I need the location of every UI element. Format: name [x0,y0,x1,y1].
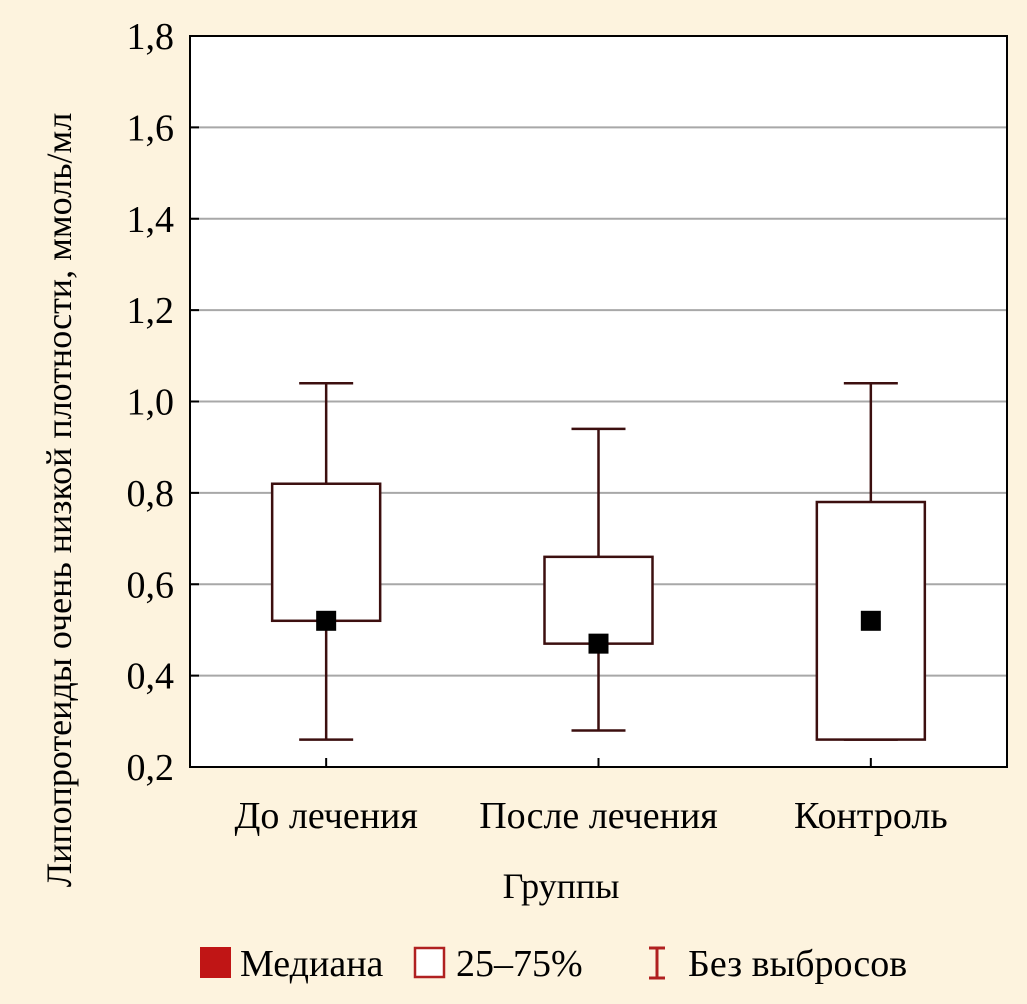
median-marker [588,633,609,654]
y-tick-label: 1,0 [127,382,175,424]
x-axis-title: Группы [503,866,620,906]
boxes [270,381,927,741]
y-tick-label: 1,6 [127,107,175,149]
y-tick-label: 0,8 [127,473,175,515]
y-axis-ticks: 0,2 0,4 0,6 0,8 1,0 1,2 1,4 1,6 1,8 [127,16,199,789]
x-axis-ticks: До лечения После лечения Контроль [234,758,948,837]
box-group [815,381,927,741]
y-tick-label: 1,8 [127,16,175,58]
y-tick-label: 0,4 [127,656,175,698]
median-marker [316,610,337,631]
legend-whisker-label: Без выбросов [688,943,907,985]
y-tick-label: 0,6 [127,564,175,606]
median-marker [860,610,881,631]
box-group [270,381,382,741]
box-group [543,427,654,732]
iqr-box [543,555,654,645]
y-tick-label: 0,2 [127,747,175,789]
category-label: Контроль [794,795,948,837]
outline-square-icon [413,946,446,979]
iqr-box [270,482,382,623]
legend-box-label: 25–75% [456,943,583,985]
category-label: После лечения [479,795,718,837]
filled-square-icon [200,947,231,978]
category-label: До лечения [234,795,417,837]
legend: Медиана 25–75% Без выбросов [200,943,907,985]
y-axis-title: Липопротеиды очень низкой плотности, ммо… [39,113,79,888]
legend-median-label: Медиана [240,943,384,985]
whisker-range-icon [649,946,665,980]
y-tick-label: 1,2 [127,290,175,332]
y-tick-label: 1,4 [127,199,175,241]
